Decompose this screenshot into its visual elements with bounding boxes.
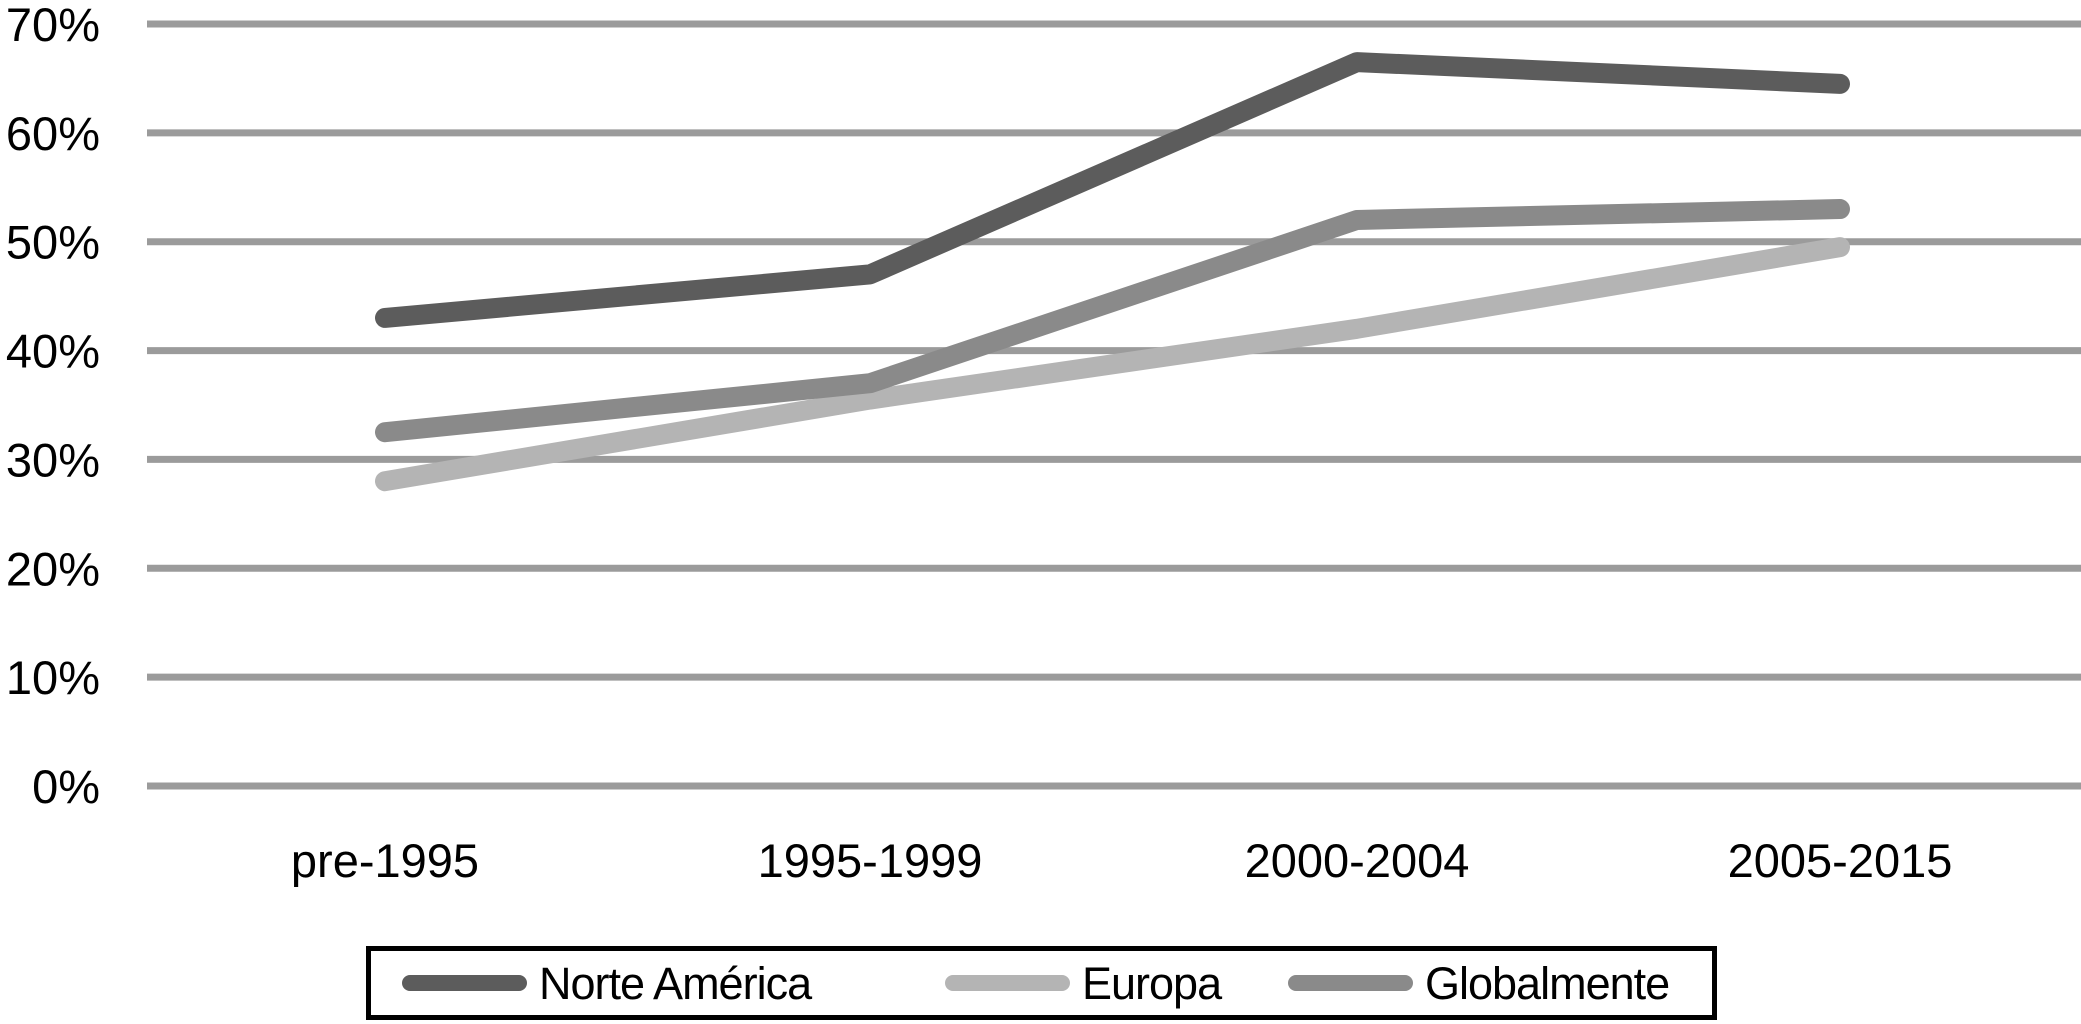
legend: Norte América Europa Globalmente (366, 946, 1717, 1020)
x-tick-label: pre-1995 (291, 834, 479, 887)
y-tick-label: 20% (6, 542, 100, 595)
x-axis-labels: pre-1995 1995-1999 2000-2004 2005-2015 (291, 834, 1952, 887)
y-axis-labels: 0% 10% 20% 30% 40% 50% 60% 70% (6, 0, 100, 813)
x-tick-label: 1995-1999 (758, 834, 983, 887)
x-tick-label: 2000-2004 (1245, 834, 1470, 887)
legend-item-europa: Europa (945, 951, 1222, 1015)
y-tick-label: 40% (6, 325, 100, 378)
y-tick-label: 30% (6, 433, 100, 486)
series-line-norte-america (375, 52, 1850, 328)
legend-label-europa: Europa (1082, 957, 1222, 1009)
legend-item-globalmente: Globalmente (1288, 951, 1670, 1015)
gridlines (147, 20, 2081, 790)
legend-label-norte-america: Norte América (539, 957, 812, 1009)
legend-swatch-globalmente (1288, 975, 1413, 991)
y-tick-label: 60% (6, 107, 100, 160)
y-tick-label: 70% (6, 0, 100, 51)
legend-swatch-europa (945, 975, 1070, 991)
y-tick-label: 0% (32, 760, 100, 813)
series-lines (375, 52, 1850, 492)
series-line-globalmente (375, 199, 1850, 443)
y-tick-label: 50% (6, 216, 100, 269)
legend-swatch-norte-america (402, 975, 527, 991)
y-tick-label: 10% (6, 651, 100, 704)
series-line-europa (375, 237, 1850, 492)
x-tick-label: 2005-2015 (1728, 834, 1953, 887)
legend-label-globalmente: Globalmente (1425, 957, 1670, 1009)
legend-item-norte-america: Norte América (402, 951, 812, 1015)
